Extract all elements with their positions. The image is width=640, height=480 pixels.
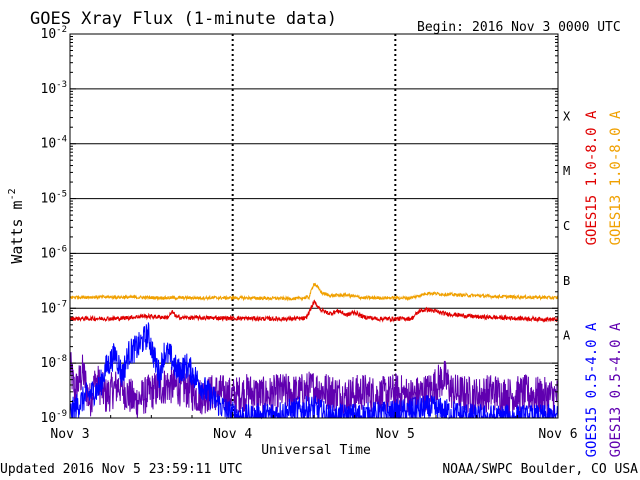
y-axis-ticks: 10-2 10-3 10-4 10-5 10-6 10-7 10-8 10-9 [41,25,558,426]
legend: GOES15 1.0-8.0 A GOES13 1.0-8.0 A GOES15 0… [584,110,624,457]
flare-class-label: C [563,219,570,233]
flare-class-label: A [563,329,571,343]
flare-class-label: X [563,109,571,123]
x-axis-label: Universal Time [261,443,371,458]
y-tick-label: 10-8 [41,354,68,371]
y-tick-label: 10-4 [41,135,68,152]
begin-value: 2016 Nov 3 0000 UTC [472,20,621,35]
flare-class-label: M [563,164,570,178]
x-tick-label: Nov 4 [213,427,252,442]
x-tick-label: Nov 3 [50,427,89,442]
series-layer [69,282,559,420]
updated-text: Updated 2016 Nov 5 23:59:11 UTC [0,462,243,477]
plot-grid [70,34,558,418]
flare-class-labels: X M C B A [563,109,571,342]
y-tick-label: 10-3 [41,80,68,97]
y-tick-label: 10-7 [41,299,68,316]
y-axis-label: Watts m-2 [7,188,26,263]
credit-text: NOAA/SWPC Boulder, CO USA [442,462,638,477]
plot-frame [69,33,559,419]
series-line [69,299,559,323]
series-line [69,282,559,302]
x-axis-ticks: Nov 3 Nov 4 Nov 5 Nov 6 [50,412,578,442]
x-tick-label: Nov 6 [538,427,577,442]
y-tick-label: 10-5 [41,190,68,207]
flare-class-label: B [563,274,570,288]
legend-entry: GOES13 1.0-8.0 A [608,110,624,245]
legend-entry: GOES15 0.5-4.0 A [584,322,600,457]
y-tick-label: 10-2 [41,25,68,42]
begin-label: Begin: [417,20,464,35]
legend-entry: GOES13 0.5-4.0 A [608,322,624,457]
y-tick-label: 10-6 [41,244,68,261]
chart-title: GOES Xray Flux (1-minute data) [30,9,337,29]
x-tick-label: Nov 5 [376,427,415,442]
y-tick-label: 10-9 [41,409,68,426]
legend-entry: GOES15 1.0-8.0 A [584,110,600,245]
